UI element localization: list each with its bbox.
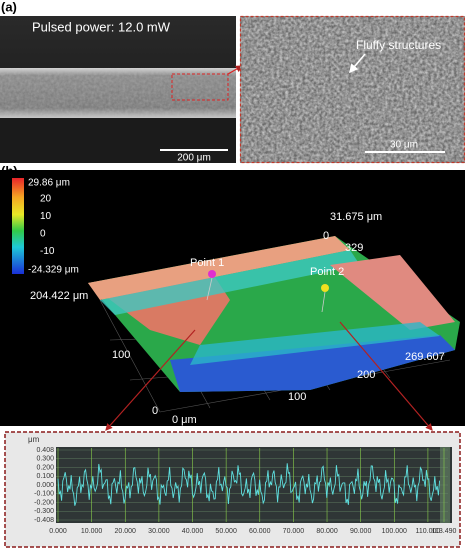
y-tick-label: -0.100	[34, 491, 54, 498]
colorbar-tick-label: -10	[40, 246, 55, 257]
colorbar-tick-label: 0	[40, 229, 46, 240]
x-tick-label: 90.000	[350, 528, 372, 535]
axis-label: 100	[112, 349, 130, 361]
x-tick-label: 110.000	[416, 528, 441, 535]
x-tick-label: 20.000	[115, 528, 137, 535]
scale-label: 200 μm	[177, 153, 211, 164]
y-tick-label: -0.300	[34, 508, 54, 515]
y-tick-label: 0.408	[36, 447, 54, 454]
zoom-image	[239, 15, 465, 164]
point-label: Point 2	[310, 266, 344, 278]
x-tick-label: 0.000	[49, 528, 67, 535]
x-tick-label: 70.000	[283, 528, 305, 535]
y-tick-label: -0.408	[34, 517, 54, 524]
axis-label: 0	[152, 405, 158, 417]
axis-label: 204.422 μm	[30, 290, 88, 302]
axis-label: 0	[323, 230, 329, 242]
x-tick-label: 50.000	[215, 528, 237, 535]
y-tick-label: 0.300	[36, 456, 54, 463]
x-tick-label: 100.000	[382, 528, 407, 535]
x-tick-label: 40.000	[182, 528, 204, 535]
axis-label: 31.675 μm	[330, 211, 382, 223]
annotation: Fluffy structures	[356, 38, 441, 52]
axis-label: 200	[357, 369, 375, 381]
axis-label: 329	[345, 242, 363, 254]
y-tick-label: -0.200	[34, 499, 54, 506]
panel-label: (a)	[1, 0, 17, 14]
scale-label: 30 μm	[390, 140, 418, 151]
x-tick-label: 10.000	[81, 528, 103, 535]
colorbar-label: -24.329 μm	[28, 265, 79, 276]
sem-title: Pulsed power: 12.0 mW	[32, 19, 171, 34]
x-tick-label: 113.490	[432, 528, 457, 535]
x-tick-label: 30.000	[148, 528, 170, 535]
colorbar	[12, 178, 24, 274]
profile-line	[57, 463, 441, 506]
colorbar-tick-label: 10	[40, 211, 52, 222]
surface	[88, 236, 460, 431]
y-tick-label: 0.200	[36, 464, 54, 471]
colorbar-tick-label: 20	[40, 194, 52, 205]
axis-label: 100	[288, 391, 306, 403]
colorbar-label: 29.86 μm	[28, 178, 70, 189]
x-tick-label: 60.000	[249, 528, 271, 535]
profile-unit: μm	[28, 435, 40, 444]
point-label: Point 1	[190, 257, 224, 269]
y-tick-label: 0.000	[36, 482, 54, 489]
sem-image	[0, 16, 244, 163]
x-tick-label: 80.000	[316, 528, 338, 535]
y-tick-label: 0.100	[36, 473, 54, 480]
axis-label: 0 μm	[172, 414, 197, 426]
axis-label: 269.607	[405, 351, 445, 363]
